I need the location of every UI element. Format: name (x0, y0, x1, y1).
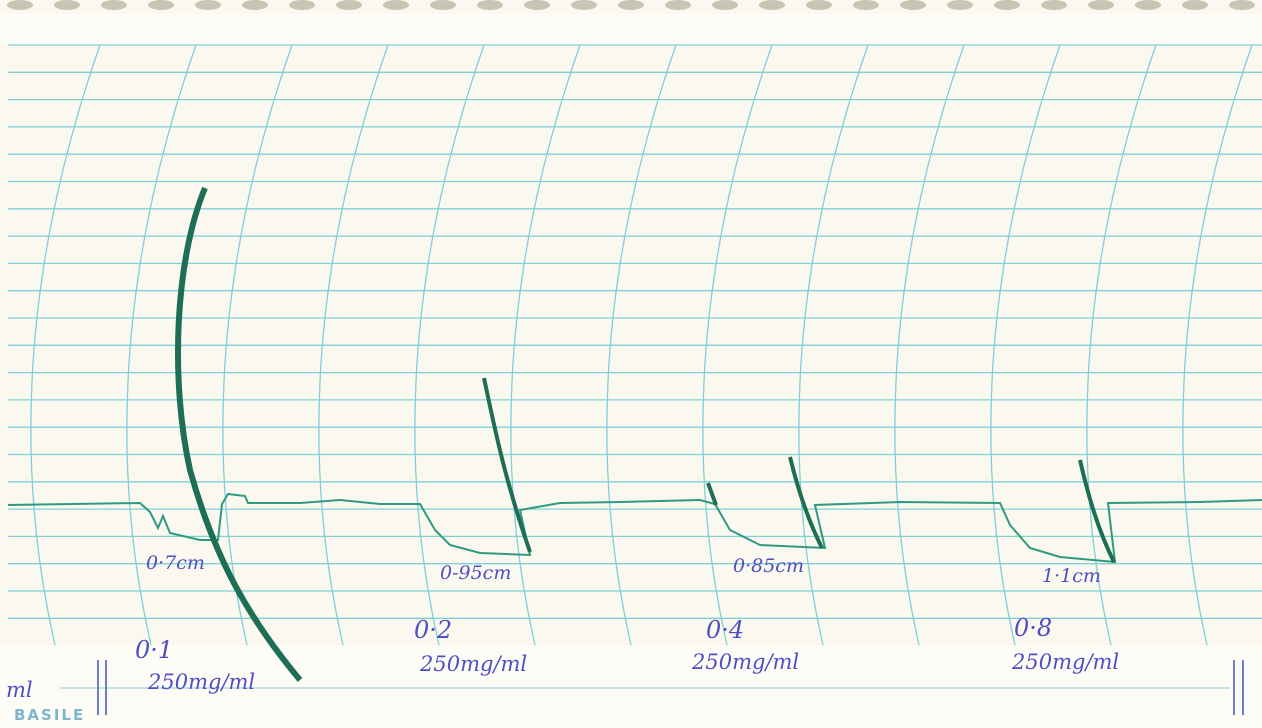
dose-label: 0·1 (135, 636, 173, 664)
perforation (1182, 0, 1208, 10)
concentration-label: 250mg/ml (420, 652, 527, 676)
perforation (712, 0, 738, 10)
perforation (524, 0, 550, 10)
response-label: 0·85cm (733, 555, 804, 577)
perforation (618, 0, 644, 10)
perforation (1088, 0, 1114, 10)
response-label: 0-95cm (440, 562, 511, 584)
response-label: 0·7cm (146, 552, 205, 574)
concentration-label: 250mg/ml (692, 650, 799, 674)
perforation (54, 0, 80, 10)
perforation (994, 0, 1020, 10)
perforation (947, 0, 973, 10)
brand-label: BASILE (14, 706, 85, 724)
perforation (336, 0, 362, 10)
dose-label: 0·4 (706, 616, 744, 644)
perforation (571, 0, 597, 10)
perforation (383, 0, 409, 10)
perforation (477, 0, 503, 10)
perforation (900, 0, 926, 10)
perforation (289, 0, 315, 10)
dose-label: 0·2 (414, 616, 452, 644)
perforation (101, 0, 127, 10)
perforation (7, 0, 33, 10)
concentration-label: 250mg/ml (1012, 650, 1119, 674)
perforation (759, 0, 785, 10)
perforation (1135, 0, 1161, 10)
concentration-label: 250mg/ml (148, 670, 255, 694)
margin-label: ml (6, 678, 33, 702)
perforation (1229, 0, 1255, 10)
perforation (665, 0, 691, 10)
response-label: 1·1cm (1042, 565, 1101, 587)
perforation (430, 0, 456, 10)
perforation (1041, 0, 1067, 10)
perforation (195, 0, 221, 10)
chart-paper (0, 0, 1262, 728)
perforation (242, 0, 268, 10)
perforation (806, 0, 832, 10)
page: 0·7cm 0-95cm 0·85cm 1·1cm 0·1 0·2 0·4 0·… (0, 0, 1262, 728)
dose-label: 0·8 (1014, 614, 1052, 642)
perforation (148, 0, 174, 10)
paper-top-strip (0, 14, 1262, 44)
perforation (853, 0, 879, 10)
